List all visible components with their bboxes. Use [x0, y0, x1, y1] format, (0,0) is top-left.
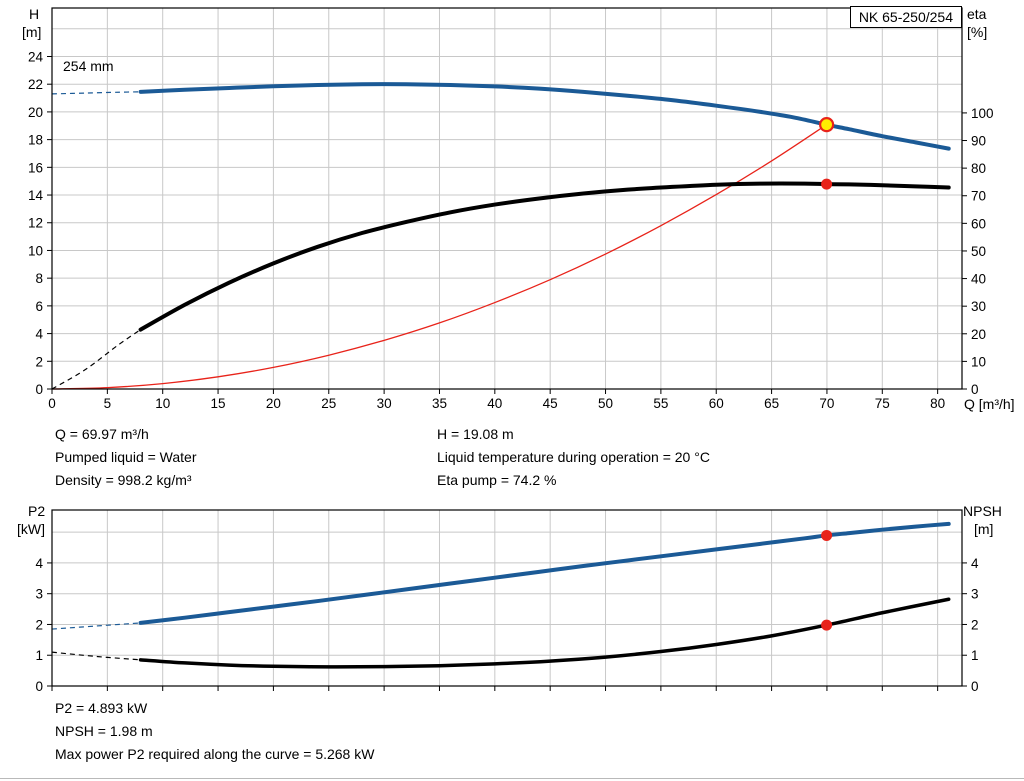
- left-tick-label: 24: [28, 49, 44, 64]
- left-tick-label: 2: [35, 617, 43, 632]
- x-tick-label: 15: [211, 396, 226, 411]
- left-tick-label: 2: [35, 354, 43, 369]
- x-tick-label: 75: [875, 396, 890, 411]
- info-line-eta: Eta pump = 74.2 %: [437, 472, 557, 488]
- right-tick-label: 30: [971, 299, 986, 314]
- x-tick-label: 60: [709, 396, 724, 411]
- info-panel-right: H = 19.08 m Liquid temperature during op…: [437, 423, 710, 492]
- left-tick-label: 14: [28, 188, 44, 203]
- left-tick-label: 0: [35, 382, 43, 397]
- footer-line-npsh: NPSH = 1.98 m: [55, 723, 153, 739]
- info-line-liquid: Pumped liquid = Water: [55, 449, 197, 465]
- head-curve-lead-in: [51, 91, 141, 95]
- left-tick-label: 1: [35, 648, 43, 663]
- x-tick-label: 40: [487, 396, 502, 411]
- right-tick-label: 70: [971, 189, 986, 204]
- footer-panel: P2 = 4.893 kW NPSH = 1.98 m Max power P2…: [55, 697, 374, 766]
- info-line-temp: Liquid temperature during operation = 20…: [437, 449, 710, 465]
- info-line-density: Density = 998.2 kg/m³: [55, 472, 192, 488]
- p2-axis-unit: [kW]: [17, 521, 45, 537]
- h-axis-unit: [m]: [22, 24, 42, 40]
- left-tick-label: 6: [35, 299, 43, 314]
- footer-line-p2: P2 = 4.893 kW: [55, 700, 148, 716]
- x-tick-label: 65: [764, 396, 779, 411]
- left-tick-label: 4: [35, 327, 43, 342]
- eta-duty-dot[interactable]: [821, 178, 833, 190]
- system-curve: [51, 124, 828, 390]
- npsh-axis-name: NPSH: [963, 503, 1002, 519]
- eta-axis-name: eta: [967, 6, 987, 22]
- right-tick-label: 0: [971, 679, 979, 694]
- left-tick-label: 16: [28, 160, 43, 175]
- x-tick-label: 35: [432, 396, 447, 411]
- left-tick-label: 8: [35, 271, 43, 286]
- left-tick-label: 20: [28, 105, 43, 120]
- right-tick-label: 4: [971, 556, 979, 571]
- x-tick-label: 5: [104, 396, 112, 411]
- x-tick-label: 0: [48, 396, 56, 411]
- right-tick-label: 60: [971, 216, 986, 231]
- right-tick-label: 2: [971, 617, 979, 632]
- left-tick-label: 22: [28, 77, 43, 92]
- p2-axis-name: P2: [28, 503, 46, 519]
- right-tick-label: 1: [971, 648, 979, 663]
- x-tick-label: 55: [653, 396, 668, 411]
- right-tick-label: 0: [971, 382, 979, 397]
- x-tick-label: 25: [321, 396, 336, 411]
- info-panel-left: Q = 69.97 m³/h Pumped liquid = Water Den…: [55, 423, 197, 492]
- right-tick-label: 3: [971, 587, 979, 602]
- left-tick-label: 3: [35, 587, 43, 602]
- npsh-curve: [138, 597, 951, 669]
- info-line-q: Q = 69.97 m³/h: [55, 426, 149, 442]
- npsh-curve-lead-in: [51, 651, 141, 661]
- right-tick-label: 20: [971, 327, 986, 342]
- x-tick-label: 20: [266, 396, 281, 411]
- npsh-duty-dot[interactable]: [821, 619, 833, 631]
- npsh-axis-unit: [m]: [974, 521, 994, 537]
- efficiency-curve-lead-in: [51, 329, 141, 390]
- h-axis-name: H: [29, 6, 40, 22]
- head-curve: [138, 82, 951, 151]
- x-tick-label: 45: [543, 396, 558, 411]
- left-tick-label: 0: [35, 679, 43, 694]
- left-tick-label: 4: [35, 556, 43, 571]
- x-tick-label: 30: [377, 396, 392, 411]
- right-tick-label: 80: [971, 161, 986, 176]
- right-tick-label: 10: [971, 354, 986, 369]
- right-tick-label: 40: [971, 272, 986, 287]
- efficiency-curve: [138, 181, 951, 332]
- plot-frame: [51, 509, 963, 687]
- left-tick-label: 12: [28, 216, 43, 231]
- x-tick-label: 10: [155, 396, 170, 411]
- right-tick-label: 90: [971, 134, 986, 149]
- x-tick-label: 50: [598, 396, 613, 411]
- left-tick-label: 10: [28, 243, 43, 258]
- p2-curve: [138, 521, 951, 625]
- q-axis-label: Q [m³/h]: [964, 396, 1015, 412]
- x-tick-label: 70: [819, 396, 834, 411]
- right-tick-label: 100: [971, 106, 994, 121]
- plot-frame: [51, 7, 963, 390]
- bottom-divider: [0, 778, 1024, 779]
- footer-line-maxpower: Max power P2 required along the curve = …: [55, 746, 375, 762]
- impeller-diameter-label: 254 mm: [63, 58, 114, 74]
- eta-axis-unit: [%]: [967, 24, 988, 40]
- right-tick-label: 50: [971, 244, 986, 259]
- info-line-h: H = 19.08 m: [437, 426, 514, 442]
- duty-point[interactable]: [819, 117, 835, 133]
- x-tick-label: 80: [930, 396, 945, 411]
- p2-curve-lead-in: [51, 622, 141, 630]
- pump-model-badge: NK 65-250/254: [849, 6, 962, 28]
- left-tick-label: 18: [28, 133, 43, 148]
- p2-duty-dot[interactable]: [821, 529, 833, 541]
